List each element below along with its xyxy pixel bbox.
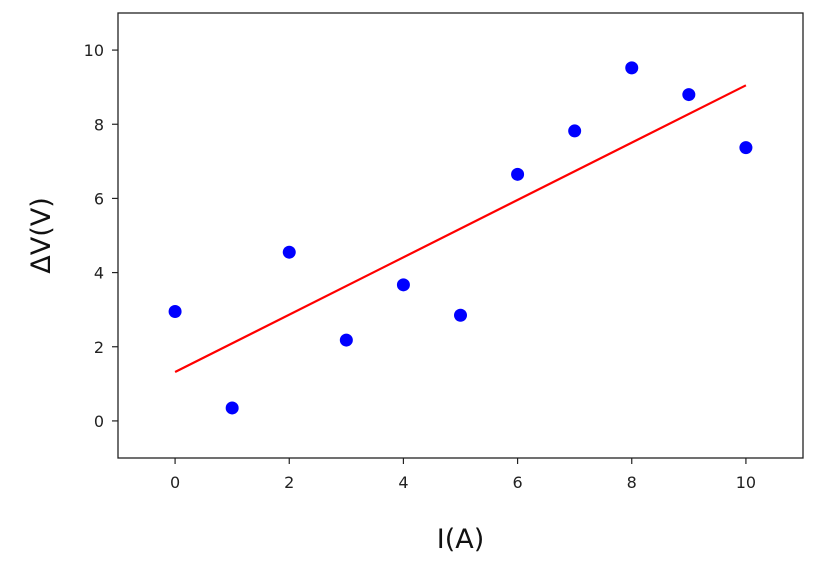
data-point [225, 401, 239, 415]
x-tick-label: 8 [627, 473, 637, 492]
y-tick-label: 8 [94, 115, 104, 134]
x-tick-label: 6 [512, 473, 522, 492]
fit-line [174, 84, 747, 373]
data-point [396, 278, 410, 292]
data-point [339, 333, 353, 347]
data-point [682, 88, 696, 102]
y-axis-title: ΔV(V) [26, 197, 57, 273]
x-axis-title: I(A) [437, 524, 485, 555]
y-axis-ticks: 0 2 4 6 8 10 [84, 41, 118, 431]
y-tick-label: 4 [94, 264, 104, 283]
data-point [511, 167, 525, 181]
series-layer [168, 61, 753, 415]
x-axis-ticks: 0 2 4 6 8 10 [170, 458, 756, 492]
x-tick-label: 2 [284, 473, 294, 492]
x-tick-label: 0 [170, 473, 180, 492]
data-point [454, 308, 467, 322]
data-point [568, 124, 582, 138]
data-point [739, 141, 753, 155]
data-point [168, 305, 182, 319]
plot-area-frame [117, 12, 804, 459]
x-tick-label: 4 [398, 473, 408, 492]
x-tick-label: 10 [736, 473, 756, 492]
data-point [282, 245, 296, 259]
y-tick-label: 0 [94, 412, 104, 431]
y-tick-label: 6 [94, 189, 104, 208]
data-point [625, 61, 639, 75]
y-tick-label: 2 [94, 338, 104, 357]
y-tick-label: 10 [84, 41, 104, 60]
